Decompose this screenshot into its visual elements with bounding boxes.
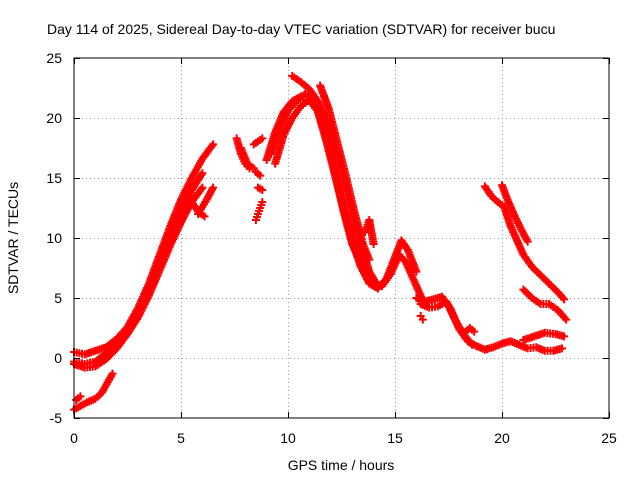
y-tick-label: 0 (54, 350, 62, 366)
series-track-r (316, 81, 374, 264)
data-point (200, 212, 209, 221)
data-point (258, 186, 267, 194)
x-tick-label: 0 (70, 430, 78, 446)
data-point (198, 169, 207, 178)
x-tick-label: 10 (280, 430, 296, 446)
y-tick-labels: -5 0 5 10 15 20 25 (46, 50, 62, 426)
series-track-g (187, 198, 209, 221)
series-track-i (236, 144, 258, 173)
data-point (209, 183, 218, 192)
series-track-x (519, 328, 569, 344)
data-point (373, 282, 382, 290)
x-axis-label: GPS time / hours (288, 457, 395, 473)
data-point (523, 237, 532, 246)
y-tick-label: 25 (46, 50, 62, 66)
data-point (560, 295, 569, 304)
data-point (560, 332, 569, 341)
data-points (70, 72, 571, 414)
data-point (412, 267, 421, 276)
chart-title: Day 114 of 2025, Sidereal Day-to-day VTE… (47, 21, 555, 37)
data-point (468, 340, 477, 349)
series-track-c (70, 183, 207, 372)
data-point (256, 171, 265, 180)
data-point (258, 134, 267, 143)
x-tick-labels: 0 5 10 15 20 25 (70, 430, 617, 446)
series-track-s (361, 216, 378, 248)
data-point (76, 392, 85, 401)
data-point (562, 315, 571, 324)
y-axis-label: SDTVAR / TECUs (5, 182, 21, 294)
y-tick-label: 20 (46, 110, 62, 126)
data-point (258, 198, 267, 206)
series-track-u (416, 297, 477, 349)
data-point (198, 183, 207, 192)
series-track-v (416, 312, 427, 324)
x-tick-label: 20 (494, 430, 510, 446)
series-track-w (461, 324, 479, 336)
series-track-b (70, 169, 207, 368)
series-track-aa (519, 285, 571, 324)
data-point (108, 369, 117, 378)
series-track-d (70, 369, 117, 414)
x-tick-label: 5 (177, 430, 185, 446)
data-point (369, 240, 378, 248)
data-point (418, 315, 427, 324)
series-track-y (480, 182, 569, 304)
x-tick-label: 25 (601, 430, 617, 446)
data-point (470, 327, 479, 336)
data-point (557, 344, 566, 353)
series-track-a (70, 140, 218, 359)
series-track-z (498, 181, 532, 246)
series-track-m (251, 198, 267, 224)
data-point (209, 140, 218, 149)
y-tick-label: 15 (46, 170, 62, 186)
y-tick-label: 10 (46, 230, 62, 246)
y-tick-label: 5 (54, 290, 62, 306)
axis-ticks (74, 58, 610, 419)
x-tick-label: 15 (387, 430, 403, 446)
data-point (365, 255, 374, 264)
series-track-j (249, 134, 267, 149)
series-track-k (251, 168, 265, 180)
y-tick-label: -5 (50, 410, 63, 426)
series-track-e (72, 392, 85, 404)
series-track-l (254, 183, 267, 194)
